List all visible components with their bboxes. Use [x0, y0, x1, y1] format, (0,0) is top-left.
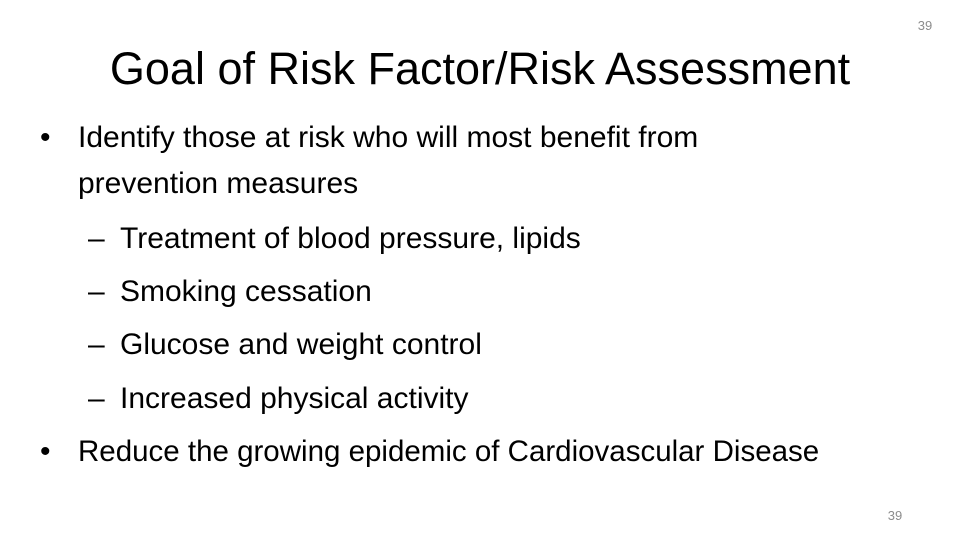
sub-bullet-3: Glucose and weight control [120, 328, 482, 361]
sub-bullet-2: Smoking cessation [120, 275, 372, 308]
bullet-icon: • [40, 435, 51, 468]
dash-icon: – [88, 222, 105, 255]
bullet-1-line1: Identify those at risk who will most ben… [78, 121, 699, 154]
bullet-2: Reduce the growing epidemic of Cardiovas… [78, 435, 820, 468]
sub-bullet-4: Increased physical activity [120, 382, 469, 415]
slide-number-top: 39 [917, 18, 933, 33]
sub-bullet-1: Treatment of blood pressure, lipids [120, 222, 581, 255]
dash-icon: – [88, 328, 105, 361]
slide-title: Goal of Risk Factor/Risk Assessment [109, 43, 851, 94]
slide-number-bottom: 39 [887, 508, 903, 523]
bullet-1-line2: prevention measures [78, 167, 359, 200]
dash-icon: – [88, 275, 105, 308]
bullet-icon: • [40, 121, 51, 154]
dash-icon: – [88, 382, 105, 415]
